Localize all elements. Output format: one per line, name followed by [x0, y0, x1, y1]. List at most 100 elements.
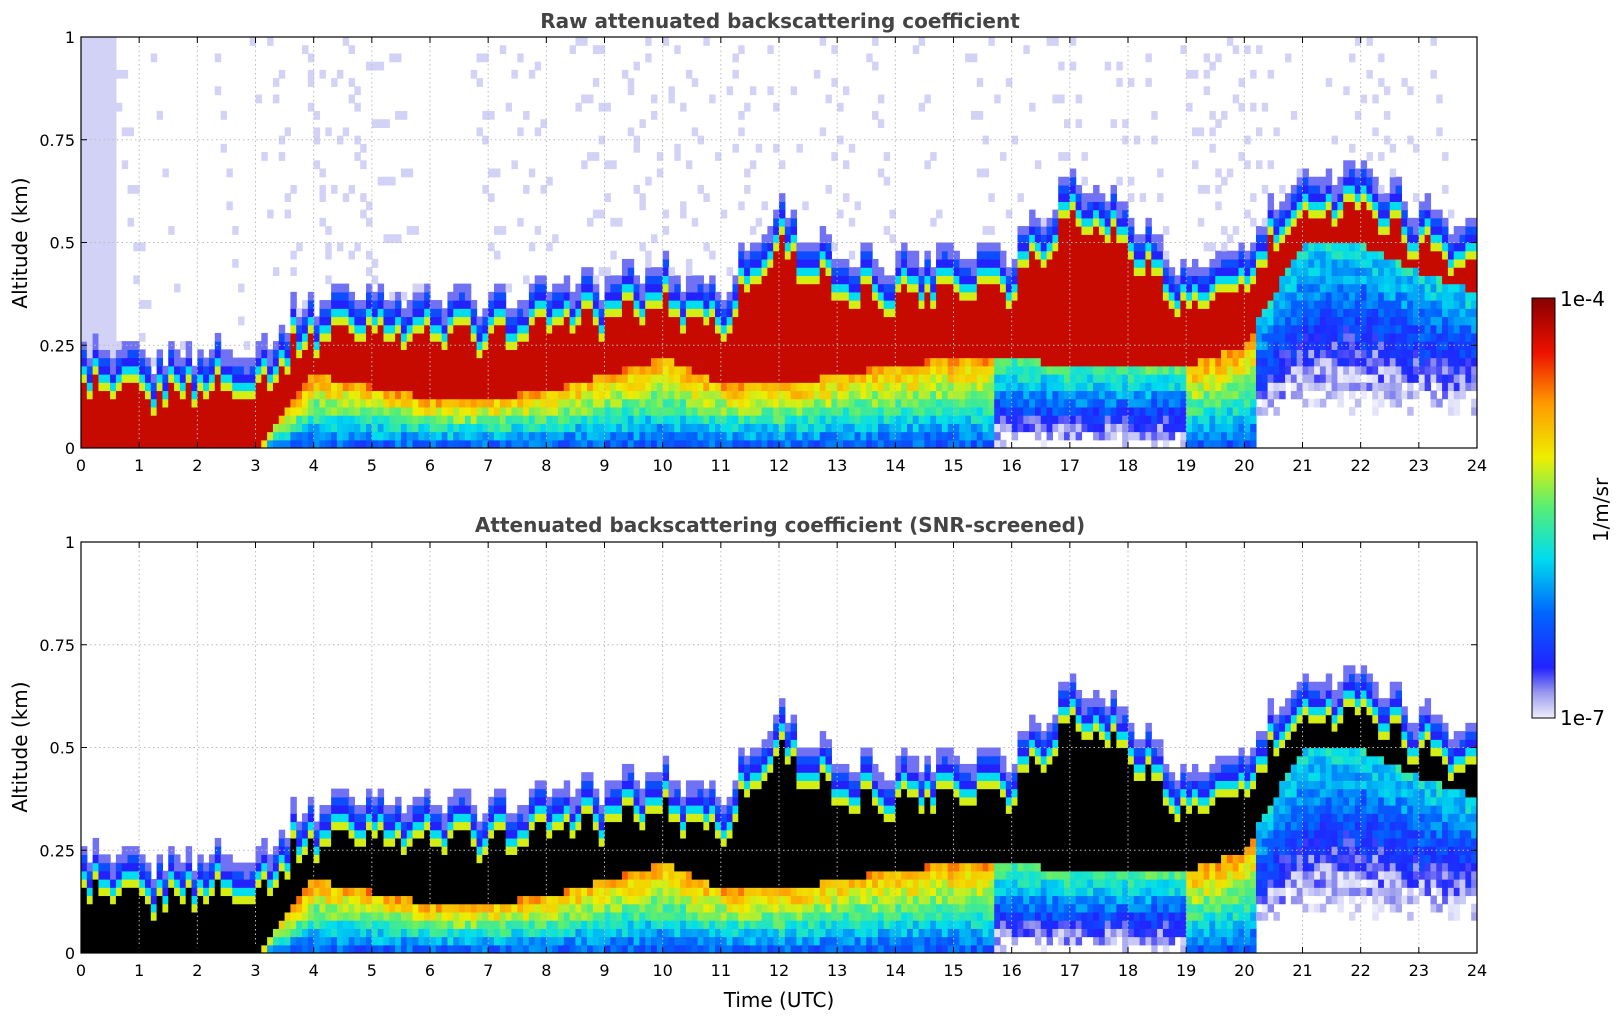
heatmap-cell	[540, 439, 547, 448]
heatmap-cell	[110, 398, 117, 408]
heatmap-cell	[755, 308, 763, 318]
heatmap-cell	[168, 390, 175, 400]
heatmap-cell	[348, 365, 355, 375]
heatmap-cell	[616, 357, 623, 367]
heatmap-cell	[528, 423, 536, 433]
heatmap-cell	[1139, 324, 1147, 334]
heatmap-cell	[639, 365, 646, 375]
heatmap-cell	[970, 365, 978, 375]
heatmap-cell	[994, 267, 1001, 276]
heatmap-cell	[81, 374, 88, 383]
heatmap-cell	[319, 398, 326, 408]
heatmap-cell	[877, 94, 885, 104]
heatmap-cell	[1034, 324, 1042, 334]
heatmap-cell	[517, 406, 524, 416]
heatmap-cell	[1052, 415, 1059, 424]
heatmap-cell	[406, 349, 414, 359]
heatmap-cell	[110, 61, 117, 71]
heatmap-cell	[1267, 258, 1275, 268]
heatmap-cell	[81, 94, 88, 104]
heatmap-cell	[1029, 308, 1036, 318]
heatmap-cell	[953, 267, 960, 276]
heatmap-cell	[104, 102, 111, 112]
heatmap-cell	[674, 374, 681, 383]
heatmap-cell	[1209, 390, 1216, 400]
heatmap-cell	[1255, 365, 1263, 375]
heatmap-cell	[395, 365, 402, 375]
heatmap-cell	[912, 300, 920, 309]
heatmap-cell	[1197, 382, 1205, 392]
heatmap-cell	[1244, 349, 1251, 359]
heatmap-cell	[883, 308, 891, 318]
heatmap-cell	[988, 267, 995, 276]
heatmap-cell	[581, 332, 588, 342]
heatmap-cell	[296, 439, 303, 448]
heatmap-cell	[470, 300, 478, 309]
heatmap-cell	[208, 423, 216, 433]
heatmap-cell	[540, 332, 547, 342]
heatmap-cell	[883, 357, 891, 367]
heatmap-cell	[313, 406, 321, 416]
heatmap-cell	[1081, 242, 1088, 252]
heatmap-cell	[278, 390, 286, 400]
heatmap-cell	[371, 300, 379, 309]
heatmap-cell	[1040, 275, 1048, 285]
heatmap-cell	[360, 160, 367, 170]
heatmap-cell	[528, 283, 536, 293]
heatmap-cell	[738, 365, 745, 375]
heatmap-cell	[883, 431, 891, 441]
heatmap-cell	[430, 406, 437, 416]
heatmap-cell	[808, 357, 815, 367]
heatmap-cell	[668, 300, 675, 309]
heatmap-cell	[970, 283, 978, 293]
heatmap-cell	[662, 439, 670, 448]
heatmap-cell	[569, 291, 577, 301]
heatmap-cell	[546, 332, 553, 342]
heatmap-cell	[86, 119, 94, 129]
heatmap-cell	[505, 431, 513, 441]
heatmap-cell	[773, 415, 780, 424]
heatmap-cell	[1046, 217, 1053, 227]
heatmap-cell	[1203, 86, 1211, 96]
heatmap-cell	[1261, 267, 1269, 276]
heatmap-cell	[651, 316, 658, 326]
heatmap-cell	[854, 275, 862, 285]
heatmap-cell	[883, 226, 891, 235]
heatmap-cell	[947, 415, 955, 424]
heatmap-cell	[1221, 316, 1228, 326]
heatmap-cell	[738, 390, 745, 400]
heatmap-cell	[749, 398, 757, 408]
heatmap-cell	[709, 390, 716, 400]
heatmap-cell	[587, 398, 594, 408]
heatmap-cell	[1075, 283, 1083, 293]
heatmap-cell	[1238, 258, 1245, 268]
heatmap-cell	[953, 357, 960, 367]
heatmap-cell	[1290, 275, 1298, 285]
heatmap-cell	[1029, 374, 1036, 383]
heatmap-cell	[1122, 357, 1129, 367]
heatmap-cell	[715, 406, 722, 416]
heatmap-cell	[1290, 390, 1298, 400]
heatmap-cell	[400, 431, 408, 441]
heatmap-cell	[697, 341, 704, 350]
heatmap-cell	[930, 365, 937, 375]
heatmap-cell	[1046, 398, 1053, 408]
heatmap-cell	[162, 431, 169, 441]
heatmap-cell	[616, 217, 623, 227]
heatmap-cell	[226, 398, 233, 408]
heatmap-cell	[150, 53, 158, 63]
heatmap-cell	[598, 316, 606, 326]
heatmap-cell	[342, 308, 350, 318]
heatmap-cell	[1279, 291, 1286, 301]
heatmap-cell	[662, 341, 670, 350]
heatmap-cell	[1285, 234, 1292, 244]
heatmap-cell	[482, 439, 489, 448]
heatmap-cell	[1098, 201, 1106, 211]
heatmap-cell	[354, 316, 361, 326]
heatmap-cell	[1250, 102, 1257, 112]
heatmap-cell	[959, 300, 966, 309]
heatmap-cell	[848, 283, 856, 293]
heatmap-cell	[924, 390, 931, 400]
heatmap-cell	[621, 291, 629, 301]
